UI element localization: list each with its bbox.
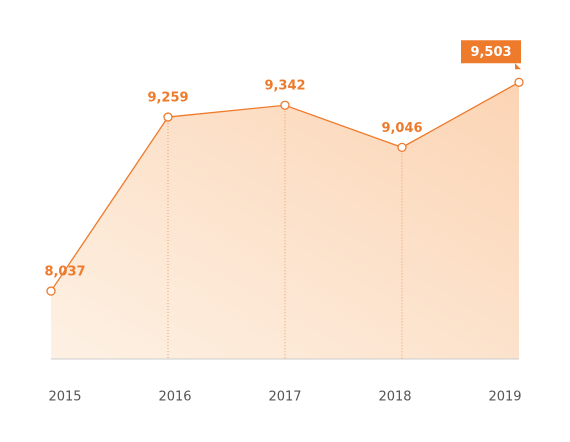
x-tick-label: 2015 xyxy=(48,390,81,405)
value-label: 8,037 xyxy=(44,265,85,280)
point xyxy=(280,100,290,110)
value-label: 9,342 xyxy=(264,79,305,94)
x-tick-label: 2018 xyxy=(378,390,411,405)
highlight-box xyxy=(461,40,521,70)
value-label: 9,503 xyxy=(470,45,511,60)
point xyxy=(514,77,524,87)
x-tick-label: 2017 xyxy=(268,390,301,405)
x-tick-label: 2019 xyxy=(488,390,521,405)
point xyxy=(163,112,173,122)
x-tick-label: 2016 xyxy=(158,390,191,405)
value-label: 9,259 xyxy=(147,91,188,106)
point xyxy=(397,142,407,153)
value-label: 9,046 xyxy=(381,121,422,136)
point xyxy=(46,286,56,296)
